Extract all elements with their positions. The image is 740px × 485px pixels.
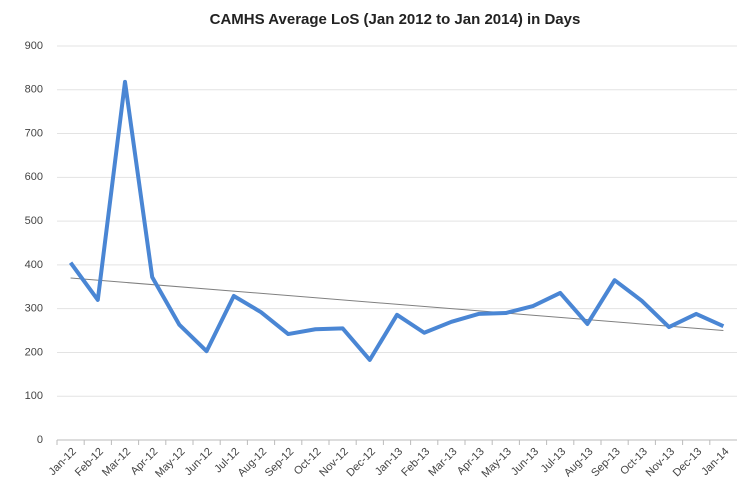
x-tick-label: Nov-12 xyxy=(317,446,351,480)
y-tick-label: 600 xyxy=(25,171,43,183)
x-tick-label: Mar-13 xyxy=(426,446,459,479)
x-tick-label: Nov-13 xyxy=(644,446,678,480)
x-tick-label: Dec-12 xyxy=(344,446,378,480)
x-tick-label: Jun-13 xyxy=(509,446,541,478)
y-tick-label: 400 xyxy=(25,259,43,271)
chart-title: CAMHS Average LoS (Jan 2012 to Jan 2014)… xyxy=(210,11,581,28)
x-tick-label: Jun-12 xyxy=(183,446,215,478)
x-tick-label: May-13 xyxy=(480,446,514,480)
x-tick-label: Jan-14 xyxy=(699,446,731,478)
x-tick-label: Dec-13 xyxy=(671,446,705,480)
y-tick-label: 500 xyxy=(25,215,43,227)
x-tick-label: Mar-12 xyxy=(100,446,133,479)
y-tick-label: 0 xyxy=(37,434,43,446)
y-tick-label: 300 xyxy=(25,303,43,315)
x-tick-label: Jan-13 xyxy=(373,446,405,478)
x-tick-label: Sep-13 xyxy=(589,446,623,480)
y-tick-label: 800 xyxy=(25,84,43,96)
x-tick-label: May-12 xyxy=(153,446,187,480)
data-line xyxy=(68,79,725,362)
y-tick-label: 100 xyxy=(25,390,43,402)
x-tick-label: Sep-12 xyxy=(263,446,297,480)
y-tick-label: 700 xyxy=(25,127,43,139)
y-tick-label: 200 xyxy=(25,346,43,358)
y-tick-label: 900 xyxy=(25,40,43,52)
x-tick-label: Jan-12 xyxy=(47,446,79,478)
x-tick-label: Feb-12 xyxy=(73,446,106,479)
x-tick-label: Aug-12 xyxy=(236,446,270,480)
trend-line xyxy=(70,277,724,332)
x-tick-label: Feb-13 xyxy=(399,446,432,479)
x-tick-label: Aug-13 xyxy=(562,446,596,480)
